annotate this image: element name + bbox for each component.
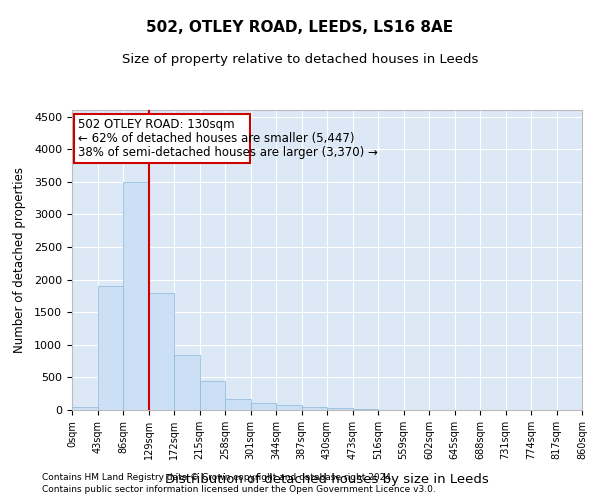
Text: 502 OTLEY ROAD: 130sqm: 502 OTLEY ROAD: 130sqm (78, 118, 235, 131)
Bar (74, 114, 250, 163)
Text: 502, OTLEY ROAD, LEEDS, LS16 8AE: 502, OTLEY ROAD, LEEDS, LS16 8AE (146, 20, 454, 35)
Bar (97, 286, 123, 410)
Bar (123, 182, 149, 410)
Bar (72, 406, 97, 410)
Bar (276, 405, 302, 410)
Text: ← 62% of detached houses are smaller (5,447): ← 62% of detached houses are smaller (5,… (78, 132, 355, 145)
Text: 38% of semi-detached houses are larger (3,370) →: 38% of semi-detached houses are larger (… (78, 146, 378, 158)
Text: Size of property relative to detached houses in Leeds: Size of property relative to detached ho… (122, 52, 478, 66)
Bar (199, 380, 225, 410)
Bar (225, 398, 251, 410)
Bar (174, 354, 199, 410)
Y-axis label: Number of detached properties: Number of detached properties (13, 167, 26, 353)
Bar (251, 404, 276, 410)
Bar (302, 406, 327, 410)
Text: Contains public sector information licensed under the Open Government Licence v3: Contains public sector information licen… (42, 486, 436, 494)
Bar (149, 292, 174, 410)
Text: Contains HM Land Registry data © Crown copyright and database right 2024.: Contains HM Land Registry data © Crown c… (42, 473, 394, 482)
X-axis label: Distribution of detached houses by size in Leeds: Distribution of detached houses by size … (165, 473, 489, 486)
Bar (327, 408, 353, 410)
